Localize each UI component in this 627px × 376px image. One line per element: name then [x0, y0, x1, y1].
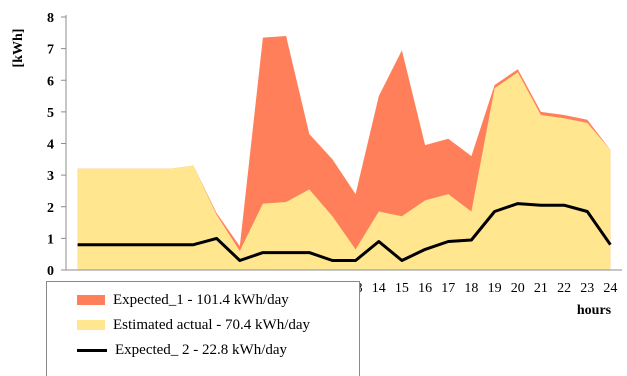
x-axis-title: hours	[577, 303, 612, 318]
y-tick-label: 8	[47, 11, 54, 26]
y-tick-label: 5	[47, 106, 54, 121]
x-tick-label: 16	[418, 281, 432, 296]
y-tick-label: 1	[47, 232, 54, 247]
x-tick-label: 24	[603, 281, 617, 296]
y-tick-label: 6	[47, 74, 54, 89]
legend-label-expected-2: Expected_ 2 - 22.8 kWh/day	[115, 341, 288, 358]
x-tick-label: 22	[557, 281, 571, 296]
legend-swatch-expected-2	[77, 348, 107, 352]
x-tick-label: 14	[372, 281, 386, 296]
x-tick-label: 23	[580, 281, 594, 296]
y-tick-label: 3	[47, 169, 54, 184]
y-tick-label: 2	[47, 201, 54, 216]
x-tick-label: 20	[511, 281, 525, 296]
line-series-group	[77, 202, 612, 262]
x-tick-label: 17	[441, 281, 455, 296]
area-series-group	[77, 36, 611, 270]
y-tick-label: 4	[47, 138, 54, 153]
legend-swatch-estimated-actual	[77, 320, 105, 330]
x-tick-label: 19	[488, 281, 502, 296]
chart-legend: Expected_1 - 101.4 kWh/day Estimated act…	[46, 281, 360, 376]
y-tick-label: 7	[47, 43, 54, 58]
x-tick-label: 21	[534, 281, 548, 296]
y-tick-label: 0	[47, 264, 54, 279]
axes-group	[61, 15, 622, 271]
x-tick-label: 15	[395, 281, 409, 296]
area-series-1	[77, 72, 611, 270]
legend-item-expected-2: Expected_ 2 - 22.8 kWh/day	[77, 340, 287, 360]
y-tick-labels: 0 1 2 3 4 5 6 7 8	[47, 11, 54, 279]
legend-label-expected-1: Expected_1 - 101.4 kWh/day	[113, 291, 289, 308]
legend-swatch-expected-1	[77, 295, 105, 305]
legend-item-expected-1: Expected_1 - 101.4 kWh/day	[77, 290, 289, 310]
legend-label-estimated-actual: Estimated actual - 70.4 kWh/day	[113, 316, 311, 333]
legend-item-estimated-actual: Estimated actual - 70.4 kWh/day	[77, 315, 310, 335]
line-series-2	[77, 202, 612, 262]
x-tick-label: 18	[464, 281, 478, 296]
y-axis-title: [kWh]	[11, 29, 26, 68]
